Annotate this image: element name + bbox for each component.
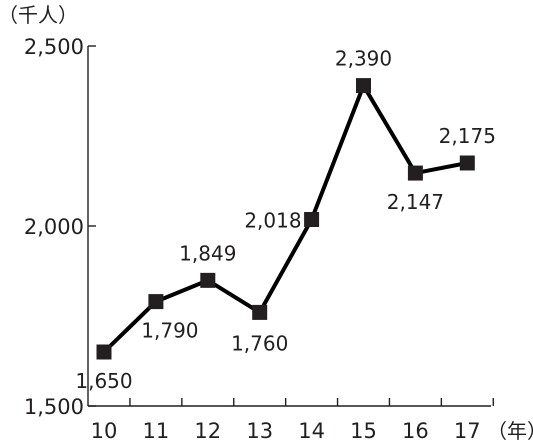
y-axis-unit: （千人） xyxy=(0,3,78,27)
data-point-marker xyxy=(148,294,164,310)
data-labels: 1,650 1,790 1,849 1,760 2,018 2,390 2,147 2,175 xyxy=(75,47,496,393)
data-point-marker xyxy=(304,212,320,228)
y-tick-label: 2,500 xyxy=(24,35,84,59)
x-tick-label: 10 xyxy=(91,419,118,443)
y-tick-label: 1,500 xyxy=(24,395,84,419)
data-point-marker xyxy=(407,165,423,181)
series xyxy=(96,78,475,360)
data-label: 1,849 xyxy=(179,241,236,265)
x-tick-label: 11 xyxy=(143,419,170,443)
data-label: 2,018 xyxy=(244,209,301,233)
x-ticks: 10 11 12 13 14 15 16 17 xyxy=(91,398,494,443)
x-axis-unit: （年） xyxy=(487,419,533,443)
x-tick-label: 16 xyxy=(402,419,429,443)
x-tick-label: 14 xyxy=(298,419,325,443)
data-point-marker xyxy=(96,344,112,360)
data-point-marker xyxy=(356,78,371,94)
data-label: 1,650 xyxy=(75,369,132,393)
x-tick-label: 13 xyxy=(246,419,273,443)
data-label: 2,175 xyxy=(439,124,496,148)
data-label: 1,760 xyxy=(231,331,288,355)
x-tick-label: 17 xyxy=(454,419,481,443)
y-ticks: 1,500 2,000 2,500 xyxy=(24,35,96,419)
data-label: 2,147 xyxy=(387,190,444,214)
data-label: 1,790 xyxy=(141,319,198,343)
data-label: 2,390 xyxy=(335,47,392,71)
series-line xyxy=(102,81,468,354)
x-tick-label: 12 xyxy=(194,419,221,443)
y-tick-label: 2,000 xyxy=(24,215,84,239)
data-point-marker xyxy=(252,304,268,320)
x-tick-label: 15 xyxy=(350,419,377,443)
data-point-marker xyxy=(200,272,216,288)
data-point-marker xyxy=(459,155,475,171)
